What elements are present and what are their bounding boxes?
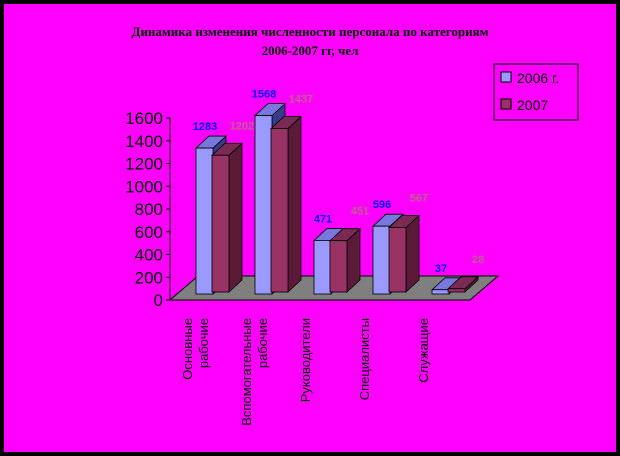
legend-swatch-2007 — [500, 98, 512, 110]
data-label-2006: 37 — [435, 263, 447, 275]
bar-side — [405, 214, 420, 293]
category-label: рабочие — [255, 318, 270, 368]
y-tick-label: 1400 — [125, 132, 163, 151]
data-label-2007: 567 — [410, 193, 428, 205]
legend-swatch-2006 — [500, 71, 512, 83]
data-label-2006: 596 — [373, 199, 391, 211]
data-label-2007: 28 — [472, 254, 484, 266]
y-tick-label: 800 — [135, 200, 163, 219]
y-tick-label: 1600 — [125, 109, 163, 128]
legend-label-2007: 2007 — [517, 97, 548, 113]
legend-label-2006: 2006 г. — [517, 70, 559, 86]
category-label: Служащие — [416, 318, 431, 383]
bar-2007 — [210, 142, 244, 293]
category-label: Специалисты — [357, 318, 372, 400]
chart-subtitle: 2006-2007 гг, чел — [262, 43, 359, 58]
bar-front — [431, 289, 450, 295]
bar-side — [228, 142, 243, 293]
y-tick-label: 1200 — [125, 155, 163, 174]
bar-side — [287, 115, 302, 293]
y-tick-label: 600 — [135, 223, 163, 242]
bar-front — [388, 227, 407, 293]
chart-background — [4, 4, 616, 452]
data-label-2006: 471 — [314, 213, 332, 225]
bar-2007 — [446, 275, 480, 293]
y-tick-label: 1000 — [125, 177, 163, 196]
bar-front — [270, 128, 289, 293]
chart-title: Динамика изменения численности персонала… — [132, 24, 489, 39]
category-label: Вспомогательные — [239, 318, 254, 426]
y-tick-label: 200 — [135, 268, 163, 287]
data-labels: 1283 1202 1568 1437 471 451 596 567 37 28 — [193, 89, 484, 275]
category-label: Руководители — [298, 318, 313, 402]
bar-front — [372, 225, 391, 295]
bar-front — [211, 154, 230, 293]
data-label-2006: 1283 — [193, 121, 217, 133]
category-label: рабочие — [196, 318, 211, 368]
category-label: Основные — [180, 318, 195, 380]
legend: 2006 г. 2007 — [493, 63, 579, 121]
bars — [194, 102, 480, 295]
data-label-2007: 1202 — [230, 120, 254, 132]
data-label-2006: 1568 — [252, 89, 276, 101]
bar-front — [313, 240, 332, 295]
y-axis-ticks: 0 200 400 600 800 1000 1200 1400 1600 — [125, 109, 170, 310]
bar-2007 — [387, 214, 421, 293]
y-tick-label: 400 — [135, 246, 163, 265]
bar-front — [329, 240, 348, 293]
data-label-2007: 1437 — [289, 94, 313, 106]
category-labels: Основные рабочие Вспомогательные рабочие Рук… — [180, 318, 431, 426]
bar-2007 — [328, 227, 362, 293]
bar-2007 — [269, 115, 303, 293]
data-label-2007: 451 — [351, 206, 369, 218]
y-tick-label: 0 — [154, 291, 163, 310]
legend-box — [493, 63, 579, 121]
bar-front — [447, 288, 466, 293]
bar-front — [195, 147, 214, 295]
bar-front — [254, 115, 273, 295]
